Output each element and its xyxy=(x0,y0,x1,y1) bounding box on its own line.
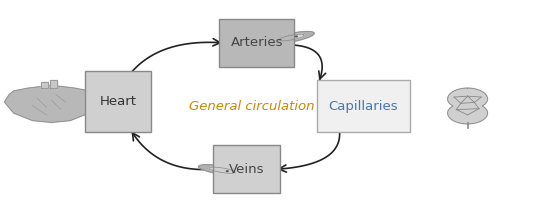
Text: Heart: Heart xyxy=(100,95,136,108)
Text: Capillaries: Capillaries xyxy=(328,99,399,113)
Text: General circulation: General circulation xyxy=(189,99,314,113)
Polygon shape xyxy=(269,32,314,44)
Polygon shape xyxy=(209,167,235,173)
Bar xyxy=(50,80,57,88)
Polygon shape xyxy=(198,165,246,176)
Polygon shape xyxy=(279,34,304,41)
Polygon shape xyxy=(448,88,487,124)
FancyBboxPatch shape xyxy=(213,145,279,193)
FancyBboxPatch shape xyxy=(85,71,151,132)
Text: Arteries: Arteries xyxy=(231,36,283,49)
Polygon shape xyxy=(295,36,297,37)
Text: Veins: Veins xyxy=(228,163,264,176)
FancyBboxPatch shape xyxy=(219,19,294,67)
FancyBboxPatch shape xyxy=(317,80,410,132)
Polygon shape xyxy=(4,85,98,122)
Polygon shape xyxy=(226,171,228,172)
Bar xyxy=(41,82,48,88)
